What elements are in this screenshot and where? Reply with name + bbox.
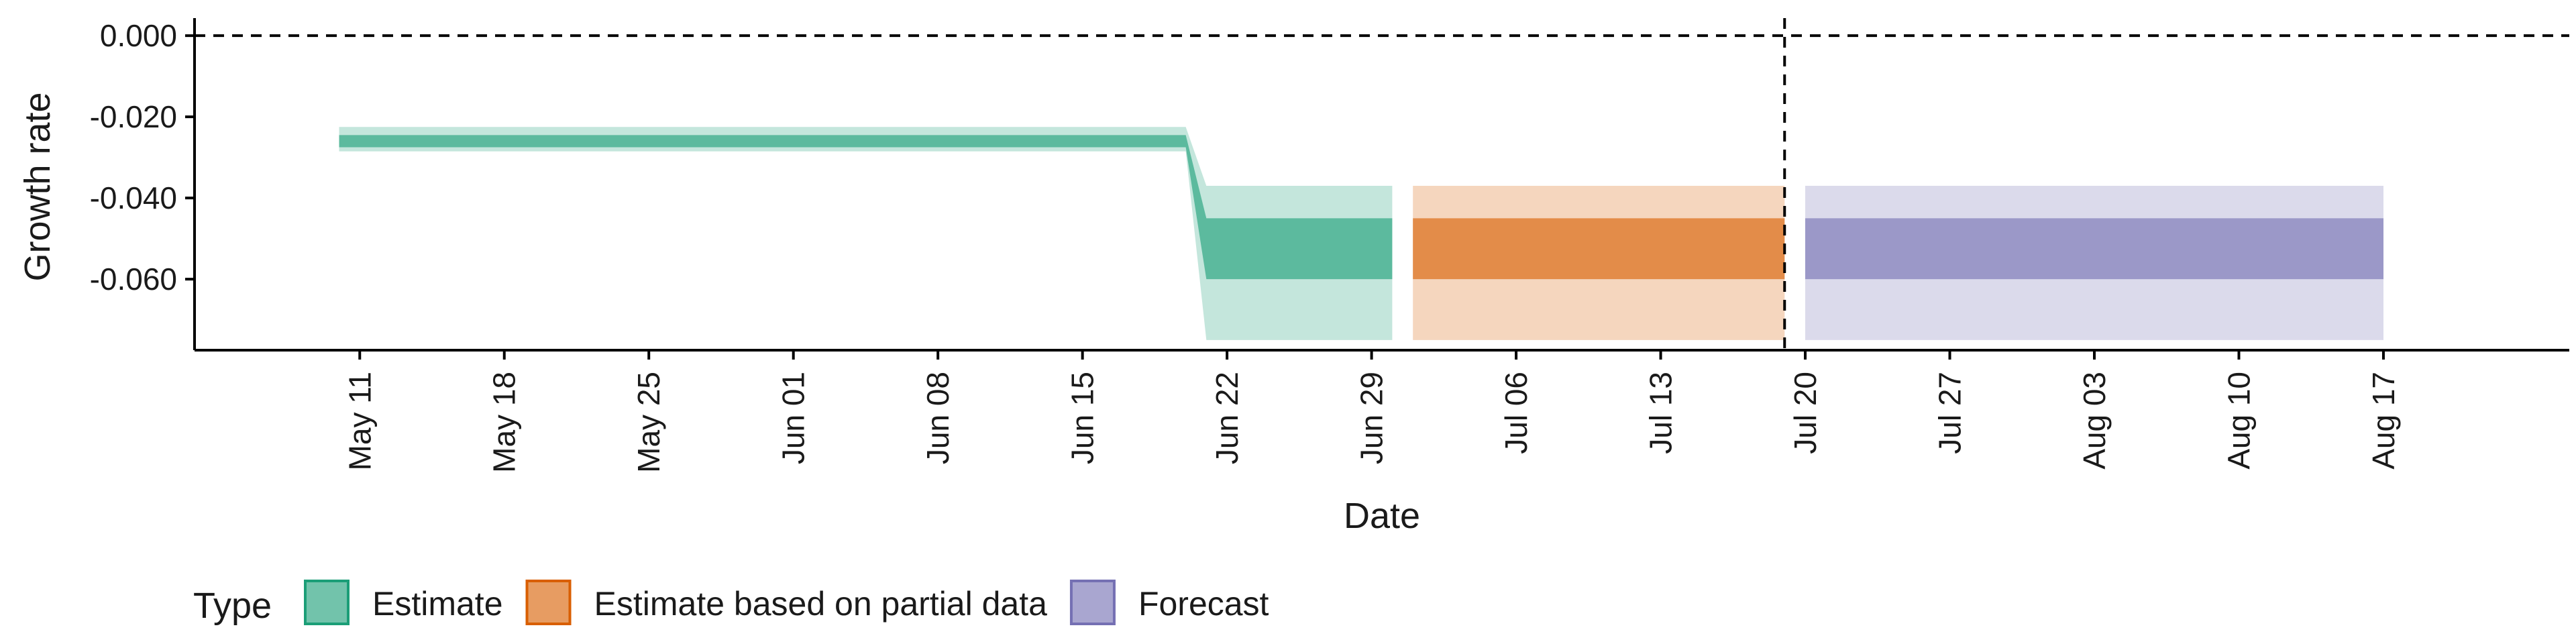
legend: Type Estimate Estimate based on partial d… bbox=[193, 580, 1269, 626]
legend-swatch-estimate-based-on-partial-data bbox=[525, 580, 572, 625]
x-tick-label: Jul 13 bbox=[1644, 372, 1678, 454]
x-tick-label: May 18 bbox=[487, 372, 522, 473]
ribbon-inner-estimate bbox=[339, 135, 1393, 280]
x-tick-label: Jun 29 bbox=[1354, 372, 1389, 464]
legend-label-estimate: Estimate bbox=[372, 585, 503, 623]
x-tick-label: May 25 bbox=[631, 372, 666, 473]
ribbon-outer-estimate bbox=[339, 127, 1393, 340]
ribbon-inner-estimate-based-on-partial-data bbox=[1413, 218, 1785, 280]
y-tick-label: -0.040 bbox=[90, 180, 177, 215]
x-tick-label: Aug 10 bbox=[2221, 372, 2256, 470]
legend-label-forecast: Forecast bbox=[1138, 585, 1269, 623]
x-tick-label: Jul 20 bbox=[1788, 372, 1823, 454]
x-tick-label: Jul 27 bbox=[1933, 372, 1968, 454]
y-tick-label: -0.020 bbox=[90, 99, 177, 134]
x-tick-label: Jun 08 bbox=[920, 372, 955, 464]
x-tick-label: May 11 bbox=[342, 372, 377, 470]
x-tick-label: Aug 17 bbox=[2366, 372, 2401, 470]
x-tick-label: Jul 06 bbox=[1499, 372, 1534, 454]
ribbon-inner-forecast bbox=[1805, 218, 2383, 280]
x-tick-label: Jun 01 bbox=[776, 372, 811, 464]
x-axis-title: Date bbox=[1344, 496, 1420, 536]
axes: 0.000 -0.020 -0.040 -0.060 May 11 May 18 May 2… bbox=[90, 18, 2569, 473]
x-tick-label: Jun 22 bbox=[1210, 372, 1244, 464]
legend-label-estimate-based-on-partial-data: Estimate based on partial data bbox=[594, 585, 1048, 623]
reference-lines bbox=[195, 18, 2569, 350]
legend-swatch-estimate bbox=[304, 580, 350, 625]
y-axis-title: Growth rate bbox=[17, 92, 58, 281]
x-tick-label: Jun 15 bbox=[1065, 372, 1100, 464]
legend-swatch-forecast bbox=[1069, 580, 1116, 625]
x-tick-label: Aug 03 bbox=[2077, 372, 2112, 470]
y-tick-label: -0.060 bbox=[90, 262, 177, 297]
ribbon-layer bbox=[339, 127, 2383, 340]
legend-title: Type bbox=[193, 586, 272, 626]
y-tick-label: 0.000 bbox=[100, 18, 177, 53]
